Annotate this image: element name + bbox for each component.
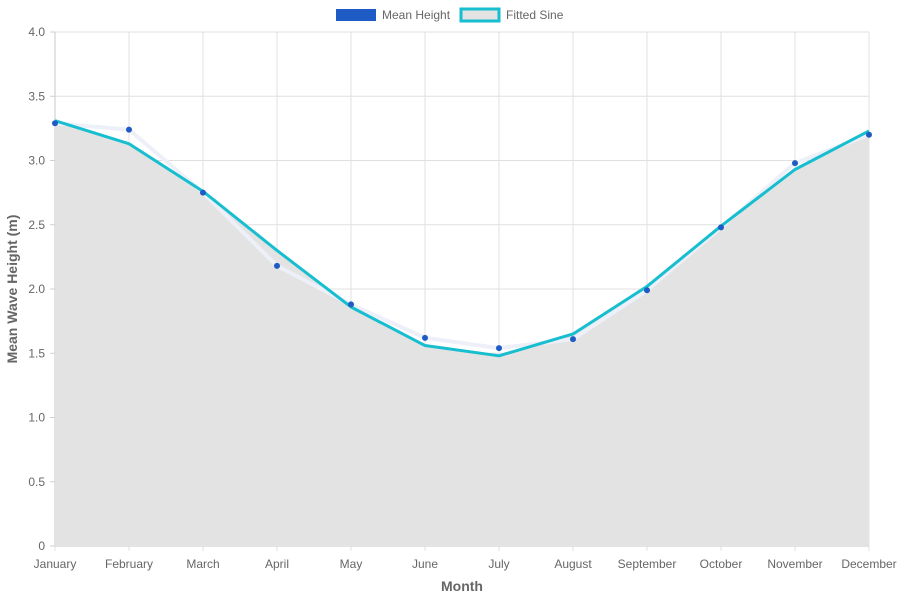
legend-swatch-fitted-sine [459, 7, 501, 23]
x-axis-title: Month [441, 578, 483, 594]
x-tick-label: October [700, 557, 743, 571]
legend-swatch-mean-height [336, 9, 376, 21]
mean-height-point[interactable] [792, 160, 798, 167]
fitted-sine-line [54, 119, 870, 358]
fitted-sine-area-layer [55, 120, 869, 546]
mean-height-point[interactable] [866, 131, 872, 138]
legend-item-fitted-sine[interactable]: Fitted Sine [459, 7, 564, 23]
mean-height-point[interactable] [570, 336, 576, 343]
y-tick-labels: 0 0.5 1.0 1.5 2.0 2.5 3.0 3.5 4.0 [28, 25, 45, 553]
legend-item-mean-height[interactable]: Mean Height [336, 8, 451, 22]
mean-height-point[interactable] [644, 287, 650, 294]
y-tick-label: 1.5 [28, 346, 45, 360]
legend[interactable]: Mean Height Fitted Sine [336, 7, 564, 23]
mean-height-point[interactable] [422, 334, 428, 341]
y-tick-label: 4.0 [28, 25, 45, 39]
x-tick-label: April [265, 557, 289, 571]
mean-height-point[interactable] [52, 120, 58, 127]
x-tick-label: July [488, 557, 509, 571]
y-tick-label: 2.0 [28, 282, 45, 296]
x-tick-label: March [186, 557, 219, 571]
y-tick-label: 1.0 [28, 411, 45, 425]
y-tick-label: 3.0 [28, 154, 45, 168]
mean-height-point[interactable] [348, 301, 354, 308]
mean-height-point[interactable] [274, 262, 280, 269]
series-layer [54, 119, 870, 358]
y-tick-label: 2.5 [28, 218, 45, 232]
x-tick-label: February [105, 557, 153, 571]
fitted-sine-area [55, 120, 869, 546]
x-tick-label: December [841, 557, 896, 571]
y-tick-label: 0.5 [28, 475, 45, 489]
y-tick-label: 0 [38, 539, 45, 553]
mean-height-point[interactable] [126, 126, 132, 133]
x-tick-labels: January February March April May June July Augu… [34, 557, 897, 571]
mean-height-point[interactable] [718, 224, 724, 231]
legend-label-mean-height: Mean Height [382, 8, 451, 22]
mean-height-points-layer [52, 120, 872, 352]
x-tick-label: August [554, 557, 592, 571]
mean-height-point[interactable] [200, 189, 206, 196]
x-tick-label: June [412, 557, 438, 571]
x-tick-label: September [618, 557, 677, 571]
y-tick-label: 3.5 [28, 89, 45, 103]
x-tick-label: May [340, 557, 363, 571]
legend-label-fitted-sine: Fitted Sine [506, 8, 564, 22]
x-tick-label: January [34, 557, 77, 571]
x-tick-label: November [767, 557, 822, 571]
y-axis-title: Mean Wave Height (m) [4, 215, 20, 364]
mean-height-point[interactable] [496, 345, 502, 352]
